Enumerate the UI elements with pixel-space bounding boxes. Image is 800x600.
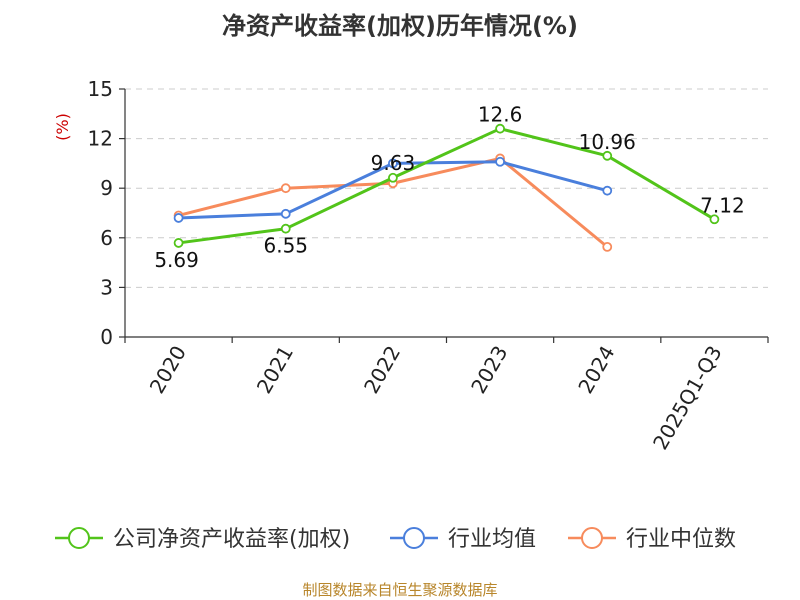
y-tick-label: 15 — [88, 77, 113, 101]
data-point[interactable] — [280, 183, 291, 194]
x-tick-label: 2024 — [573, 342, 619, 398]
y-tick-label: 3 — [100, 275, 113, 299]
legend-item[interactable]: 行业均值 — [390, 527, 536, 552]
chart-title: 净资产收益率(加权)历年情况(%) — [222, 12, 578, 40]
y-tick-label: 0 — [100, 325, 113, 349]
data-label: 12.6 — [478, 103, 523, 127]
y-axis-unit-label: (%) — [53, 113, 72, 141]
data-label: 5.69 — [154, 248, 199, 272]
y-tick-label: 6 — [100, 226, 113, 250]
data-labels: 5.69 6.55 9.63 12.6 10.96 7.12 — [154, 103, 744, 272]
legend-label: 公司净资产收益率(加权) — [113, 527, 350, 552]
x-tick-label: 2022 — [359, 342, 405, 398]
data-source-note: 制图数据来自恒生聚源数据库 — [302, 581, 497, 599]
legend-label: 行业均值 — [448, 527, 536, 552]
legend-label: 行业中位数 — [626, 527, 736, 552]
data-point[interactable] — [495, 123, 505, 134]
data-point[interactable] — [602, 150, 613, 161]
x-tick-label: 2021 — [252, 342, 298, 398]
y-tick-label: 12 — [88, 127, 113, 151]
data-point[interactable] — [602, 241, 613, 252]
series-1 — [173, 156, 613, 223]
series-0 — [173, 123, 720, 248]
legend-marker-icon — [581, 527, 603, 549]
x-tick-label: 2025Q1-Q3 — [648, 342, 727, 454]
data-label: 10.96 — [579, 130, 636, 154]
data-label: 9.63 — [371, 151, 416, 175]
legend-marker-icon — [68, 527, 90, 549]
data-point[interactable] — [280, 223, 291, 234]
x-axis: 2020 2021 2022 2023 2024 2025Q1-Q3 — [124, 336, 769, 454]
legend-item[interactable]: 公司净资产收益率(加权) — [55, 527, 350, 552]
data-label: 7.12 — [700, 193, 745, 217]
grid-lines — [125, 88, 768, 288]
data-point[interactable] — [602, 185, 613, 196]
x-tick-label: 2020 — [145, 342, 191, 398]
data-point[interactable] — [173, 213, 184, 223]
data-point[interactable] — [388, 172, 398, 183]
legend-item[interactable]: 行业中位数 — [568, 527, 736, 552]
series-line — [178, 127, 716, 245]
data-point[interactable] — [388, 158, 398, 169]
data-label: 6.55 — [263, 234, 308, 258]
data-point[interactable] — [173, 238, 184, 248]
x-tick-label: 2023 — [466, 342, 512, 398]
y-tick-label: 9 — [100, 176, 113, 200]
data-point[interactable] — [495, 156, 505, 167]
legend-marker-icon — [403, 527, 425, 549]
series-group — [173, 123, 720, 252]
data-point[interactable] — [280, 208, 291, 219]
data-point[interactable] — [709, 214, 720, 225]
y-axis: 0 3 6 9 12 15 — [88, 77, 126, 349]
chart-legend[interactable]: 公司净资产收益率(加权) 行业均值 行业中位数 — [55, 527, 736, 552]
